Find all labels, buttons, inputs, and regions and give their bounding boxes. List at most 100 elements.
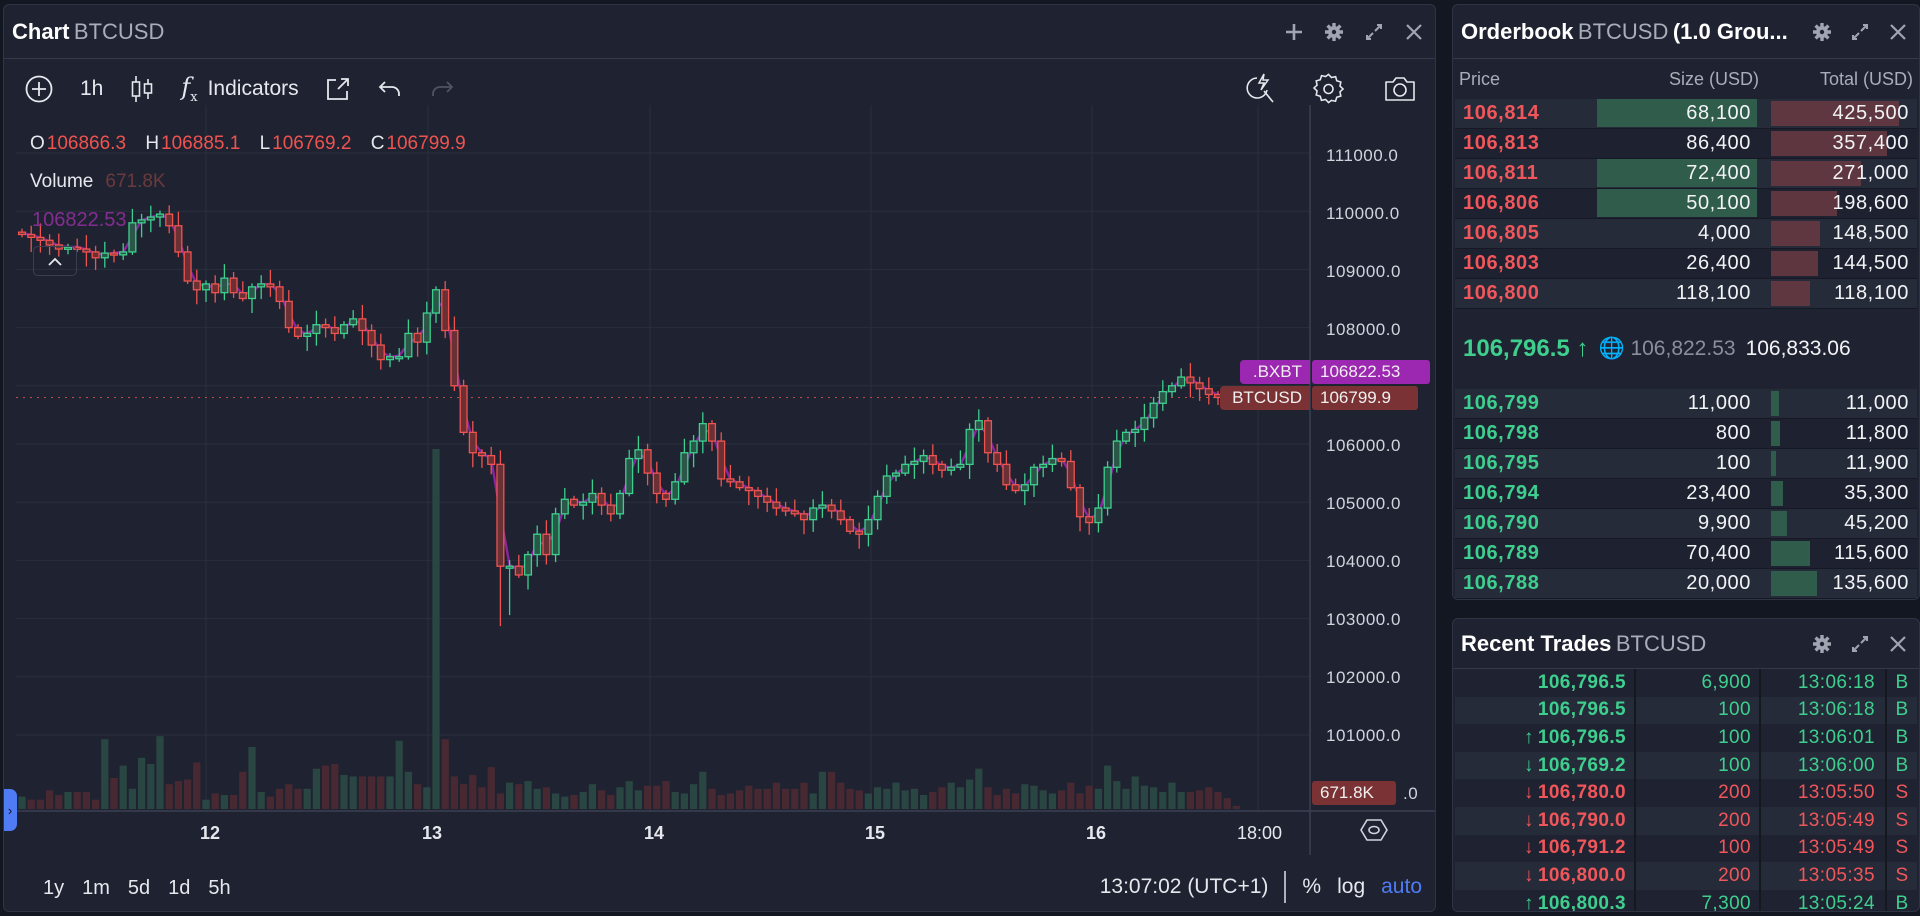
trade-time: 13:05:35 [1761, 862, 1887, 890]
ask-rows: 106,814 68,100 425,500 106,813 86,400 357,400… [1453, 99, 1919, 309]
orderbook-grouping[interactable]: (1.0 Grou... [1672, 18, 1788, 44]
orderbook-size: 11,000 [1687, 392, 1751, 414]
price-axis-label: 103000.0 [1326, 610, 1401, 629]
mark-price: 106,833.06 [1745, 337, 1851, 360]
close-icon[interactable] [1885, 19, 1911, 45]
orderbook-header: Orderbook BTCUSD (1.0 Grou... [1453, 5, 1919, 59]
last-price-tag: 106799.9 [1312, 386, 1418, 410]
orderbook-size: 4,000 [1697, 222, 1751, 244]
depth-bar [1771, 101, 1899, 126]
orderbook-total: 118,100 [1833, 282, 1909, 304]
orderbook-price: 106,788 [1463, 572, 1540, 594]
trade-row: ↓ 106,800.0 200 13:05:35 S [1455, 862, 1917, 890]
ask-row[interactable]: 106,813 86,400 357,400 [1455, 129, 1917, 159]
expand-icon[interactable] [1847, 631, 1873, 657]
bid-row[interactable]: 106,795 100 11,900 [1455, 449, 1917, 479]
ask-row[interactable]: 106,811 72,400 271,000 [1455, 159, 1917, 189]
popout-icon[interactable] [317, 69, 359, 109]
gear-icon[interactable] [1321, 19, 1347, 45]
undo-icon[interactable] [369, 69, 411, 109]
depth-bar [1771, 391, 1779, 416]
range-5d[interactable]: 5d [127, 876, 151, 899]
price-chart-canvas[interactable] [4, 65, 1436, 885]
orderbook-price: 106,799 [1463, 392, 1540, 414]
orderbook-symbol: BTCUSD [1577, 18, 1669, 44]
bid-row[interactable]: 106,798 800 11,800 [1455, 419, 1917, 449]
range-1m[interactable]: 1m [82, 876, 110, 899]
ask-row[interactable]: 106,814 68,100 425,500 [1455, 99, 1917, 129]
auto-scale-button[interactable]: auto [1381, 875, 1422, 898]
orderbook-price: 106,789 [1463, 542, 1540, 564]
orderbook-price: 106,798 [1463, 422, 1540, 444]
collapse-legend-button[interactable] [33, 246, 77, 276]
bid-row[interactable]: 106,788 20,000 135,600 [1455, 569, 1917, 599]
trade-price: ↓ 106,780.0 [1455, 779, 1636, 807]
depth-bar [1771, 571, 1817, 596]
orderbook-price: 106,805 [1463, 222, 1540, 244]
close-icon[interactable] [1401, 19, 1427, 45]
expand-icon[interactable] [1361, 19, 1387, 45]
clock[interactable]: 13:07:02 (UTC+1) [1099, 875, 1269, 898]
chart-toolbar: 1h fx Indicators [4, 59, 1435, 119]
last-price: 106,796.5 ↑ [1463, 335, 1589, 362]
orderbook-price: 106,811 [1463, 162, 1539, 184]
quick-search-icon[interactable] [1237, 69, 1283, 109]
ask-row[interactable]: 106,806 50,100 198,600 [1455, 189, 1917, 219]
ask-row[interactable]: 106,805 4,000 148,500 [1455, 219, 1917, 249]
trade-row: ↓ 106,790.0 200 13:05:49 S [1455, 806, 1917, 835]
bid-row[interactable]: 106,789 70,400 115,600 [1455, 539, 1917, 569]
trades-title: Recent Trades BTCUSD [1461, 631, 1706, 657]
gear-icon[interactable] [1809, 631, 1835, 657]
volume-label: Volume [30, 171, 94, 192]
chart-header: Chart BTCUSD [4, 5, 1435, 59]
trade-side: S [1895, 809, 1909, 831]
ask-row[interactable]: 106,800 118,100 118,100 [1455, 279, 1917, 309]
trade-side: S [1895, 837, 1909, 859]
close-icon[interactable] [1885, 631, 1911, 657]
orderbook-size: 50,100 [1686, 192, 1751, 214]
trade-time: 13:05:49 [1761, 806, 1887, 835]
range-5h[interactable]: 5h [208, 876, 231, 899]
add-symbol-button[interactable] [16, 69, 62, 109]
camera-icon[interactable] [1375, 69, 1425, 109]
symbol-tag: BTCUSD [1220, 386, 1310, 410]
orderbook-total: 11,900 [1845, 452, 1909, 474]
trade-row: ↓ 106,791.2 100 13:05:49 S [1455, 834, 1917, 863]
orderbook-total: 11,800 [1845, 422, 1909, 444]
plus-icon[interactable] [1281, 19, 1307, 45]
bid-row[interactable]: 106,794 23,400 35,300 [1455, 479, 1917, 509]
bid-row[interactable]: 106,790 9,900 45,200 [1455, 509, 1917, 539]
log-scale-button[interactable]: log [1337, 875, 1366, 898]
ask-row[interactable]: 106,803 26,400 144,500 [1455, 249, 1917, 279]
trades-title-label: Recent Trades [1461, 630, 1612, 656]
trade-side: S [1895, 864, 1909, 886]
trade-row: 106,796.5 100 13:06:18 B [1455, 696, 1917, 725]
axis-settings-icon[interactable] [1360, 818, 1388, 842]
trade-time: 13:06:01 [1761, 724, 1887, 752]
trade-time: 13:05:24 [1761, 889, 1887, 911]
trade-price: ↓ 106,790.0 [1455, 806, 1636, 835]
candles-icon[interactable] [121, 69, 163, 109]
interval-button[interactable]: 1h [80, 77, 104, 100]
orderbook-size: 23,400 [1686, 482, 1751, 504]
globe-icon: 🌐 [1598, 337, 1625, 360]
bid-row[interactable]: 106,799 11,000 11,000 [1455, 389, 1917, 419]
price-axis-label: 108000.0 [1326, 320, 1401, 339]
gear-icon[interactable] [1809, 19, 1835, 45]
orderbook-size: 800 [1715, 422, 1751, 444]
redo-icon[interactable] [421, 69, 463, 109]
expand-sidebar-handle[interactable]: › [4, 789, 17, 831]
expand-icon[interactable] [1847, 19, 1873, 45]
trade-row: ↑ 106,800.3 7,300 13:05:24 B [1455, 889, 1917, 912]
range-1y[interactable]: 1y [43, 876, 65, 899]
trade-side: B [1895, 892, 1909, 912]
chart-settings-icon[interactable] [1305, 69, 1353, 109]
chart-bottom-bar: 1y 1m 5d 1d 5h 13:07:02 (UTC+1) % log au… [4, 863, 1435, 911]
percent-scale-button[interactable]: % [1302, 875, 1322, 898]
range-1d[interactable]: 1d [168, 876, 191, 899]
indicators-button[interactable]: fx Indicators [173, 69, 306, 109]
time-axis-label: 15 [865, 823, 886, 843]
col-price: Price [1459, 68, 1501, 89]
orderbook-size: 72,400 [1686, 162, 1751, 184]
indicator-value: 106822.53 [32, 209, 127, 231]
